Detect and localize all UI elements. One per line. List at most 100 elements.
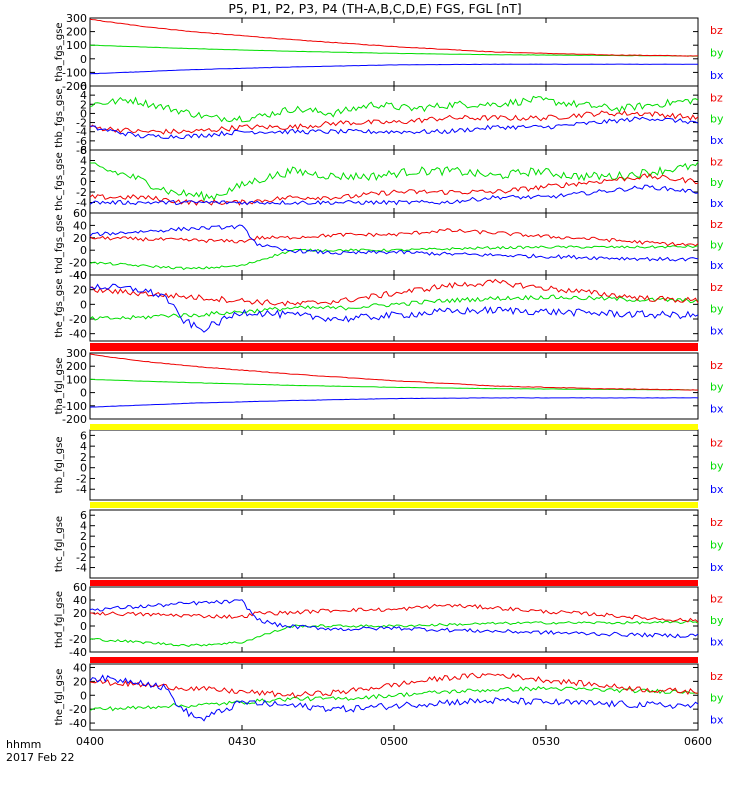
y-tick-label: 40 — [73, 661, 87, 674]
separator-bar-red — [90, 657, 698, 663]
y-tick-label: -2 — [76, 117, 87, 130]
legend-bx: bx — [710, 69, 724, 82]
x-tick-label: 0400 — [76, 735, 104, 748]
y-tick-label: 4 — [80, 440, 87, 453]
x-tick-label: 0500 — [380, 735, 408, 748]
panel-label: thc_fgl_gse — [54, 516, 65, 572]
series-line-bx — [89, 283, 699, 333]
panel-frame — [89, 17, 699, 87]
time-axis-label: hhmm — [6, 738, 41, 751]
y-tick-label: -4 — [76, 126, 87, 139]
y-tick-label: -4 — [76, 197, 87, 210]
legend-bz: bz — [710, 218, 723, 231]
legend-by: by — [710, 381, 724, 394]
y-tick-label: -40 — [69, 717, 87, 730]
panel-frame — [89, 429, 699, 501]
y-tick-label: 4 — [80, 520, 87, 533]
x-tick-label: 0600 — [684, 735, 712, 748]
y-tick-label: 0 — [80, 689, 87, 702]
legend-bx: bx — [710, 561, 724, 574]
legend-bx: bx — [710, 259, 724, 272]
legend-bz: bz — [710, 670, 723, 683]
chart-title: P5, P1, P2, P3, P4 (TH-A,B,C,D,E) FGS, F… — [228, 1, 521, 16]
legend-by: by — [710, 614, 724, 627]
y-tick-label: 2 — [80, 98, 87, 111]
y-tick-label: 40 — [73, 594, 87, 607]
y-tick-label: -2 — [76, 186, 87, 199]
y-tick-label: -40 — [69, 646, 87, 659]
y-tick-label: -20 — [69, 257, 87, 270]
y-tick-label: 20 — [73, 675, 87, 688]
y-tick-label: -200 — [62, 80, 87, 93]
y-tick-label: 60 — [73, 581, 87, 594]
legend-bx: bx — [710, 713, 724, 726]
y-tick-label: 4 — [80, 155, 87, 168]
series-line-by — [89, 244, 699, 271]
panel-label: the_fgs_gse — [54, 278, 65, 337]
y-tick-label: 300 — [66, 347, 87, 360]
y-tick-label: -6 — [76, 135, 87, 148]
panel-frame — [89, 274, 699, 342]
legend-by: by — [710, 47, 724, 60]
y-tick-label: 0 — [80, 462, 87, 475]
y-tick-label: 40 — [73, 219, 87, 232]
legend-bz: bz — [710, 281, 723, 294]
legend-bz: bz — [710, 92, 723, 105]
series-line-bz — [89, 278, 699, 307]
separator-bar-yellow — [90, 424, 698, 430]
legend-bx: bx — [710, 636, 724, 649]
y-tick-label: -4 — [76, 562, 87, 575]
panel-frame — [89, 586, 699, 653]
series-line-bx — [89, 184, 699, 206]
y-tick-label: 2 — [80, 530, 87, 543]
y-tick-label: -8 — [76, 144, 87, 157]
y-tick-label: -20 — [69, 633, 87, 646]
separator-bar-red — [90, 580, 698, 586]
legend-by: by — [710, 539, 724, 552]
y-tick-label: -100 — [62, 66, 87, 79]
series-line-bz — [89, 18, 698, 57]
legend-by: by — [710, 113, 724, 126]
series-line-by — [89, 620, 699, 647]
panel-frame — [89, 663, 699, 731]
legend-by: by — [710, 692, 724, 705]
y-tick-label: 0 — [80, 387, 87, 400]
legend-bx: bx — [710, 483, 724, 496]
separator-bar-red — [90, 343, 698, 351]
date-label: 2017 Feb 22 — [6, 751, 74, 764]
y-tick-label: 0 — [80, 620, 87, 633]
panel-frame — [89, 85, 699, 151]
y-tick-label: 6 — [80, 80, 87, 93]
y-tick-label: -40 — [69, 328, 87, 341]
series-line-bx — [89, 116, 699, 140]
series-line-bx — [89, 397, 699, 408]
y-tick-label: 0 — [80, 53, 87, 66]
series-line-bx — [89, 599, 699, 639]
series-line-bz — [89, 173, 699, 206]
y-tick-label: -2 — [76, 551, 87, 564]
series-line-bz — [89, 672, 698, 699]
legend-by: by — [710, 239, 724, 252]
y-tick-label: 0 — [80, 107, 87, 120]
legend-by: by — [710, 303, 724, 316]
y-tick-label: 6 — [80, 509, 87, 522]
panel-label: tha_fgs_gse — [54, 22, 65, 81]
panel-label: thd_fgs_gse — [54, 214, 65, 273]
series-line-bx — [89, 63, 698, 75]
separator-bar-yellow — [90, 502, 698, 508]
legend-by: by — [710, 460, 724, 473]
legend-bz: bz — [710, 24, 723, 37]
series-line-by — [89, 378, 698, 391]
legend-bz: bz — [710, 437, 723, 450]
y-tick-label: 20 — [73, 607, 87, 620]
legend-bz: bz — [710, 593, 723, 606]
y-tick-label: 0 — [80, 244, 87, 257]
y-tick-label: 40 — [73, 269, 87, 282]
series-line-by — [89, 294, 699, 321]
